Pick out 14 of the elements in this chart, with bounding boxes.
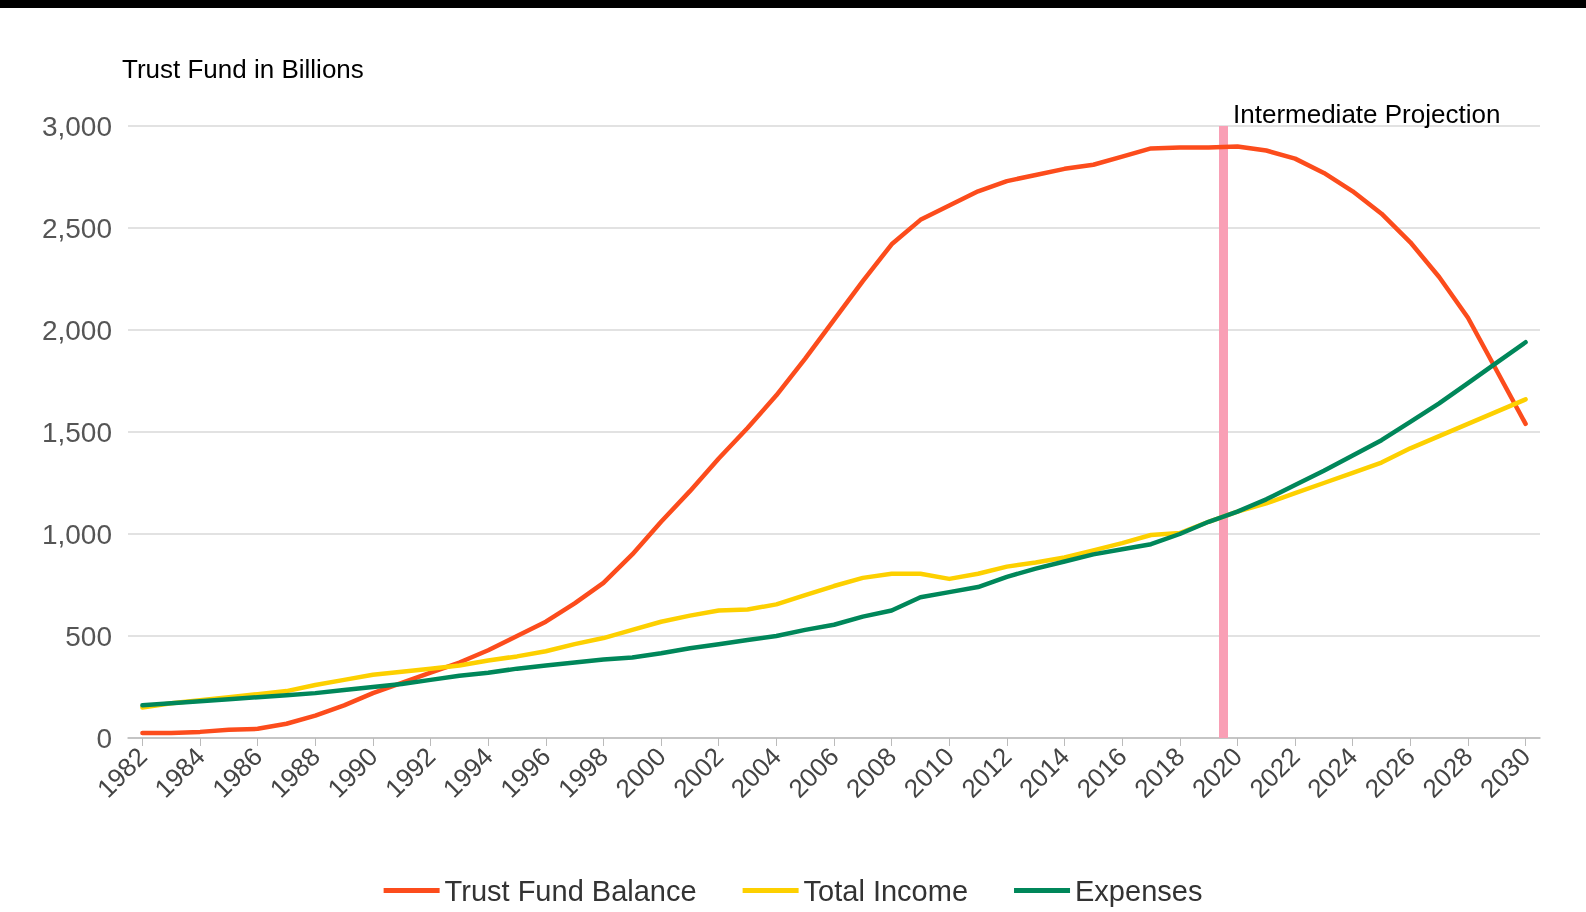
y-tick-label: 2,000: [41, 314, 112, 346]
y-tick-label: 3,000: [41, 110, 112, 142]
ref-line-label: Intermediate Projection: [1233, 99, 1501, 129]
y-tick-label: 2,500: [41, 212, 112, 244]
line-series: [140, 339, 1528, 708]
y-tick-label: 500: [65, 620, 112, 652]
y-tick-label: 0: [96, 722, 112, 754]
legend-label: Total Income: [803, 874, 969, 907]
y-axis-title: Trust Fund in Billions: [122, 54, 364, 84]
legend-label: Trust Fund Balance: [444, 874, 697, 907]
y-tick-label: 1,000: [41, 518, 112, 550]
y-tick-label: 1,500: [41, 416, 112, 448]
legend-label: Expenses: [1075, 874, 1203, 907]
line-series: [140, 144, 1528, 736]
